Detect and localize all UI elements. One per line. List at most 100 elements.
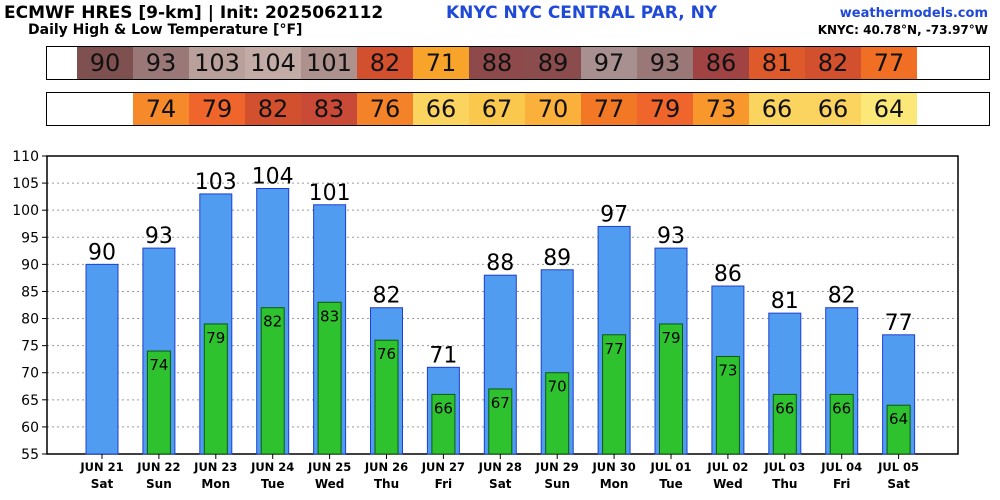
low-strip-cell: 66 [413,93,469,125]
high-value-label: 71 [429,343,457,368]
high-strip-cell: 81 [749,47,805,79]
x-tick-label: JUN 25 [307,460,351,474]
y-tick-label: 70 [21,366,39,382]
high-strip-cell: 93 [133,47,189,79]
high-value-label: 89 [543,246,571,271]
x-tick-label: JUN 30 [591,460,635,474]
y-tick-label: 65 [21,393,39,409]
high-temp-strip: 90 93 103 104 101 82 71 88 89 97 93 86 81 82 77 [46,46,990,80]
low-value-label: 73 [718,361,737,379]
high-strip-cell: 104 [245,47,301,79]
low-value-label: 74 [149,356,168,374]
high-strip-cell: 97 [581,47,637,79]
x-tick-label: JUN 27 [421,460,465,474]
low-value-label: 66 [832,399,851,417]
high-strip-cell: 82 [357,47,413,79]
low-strip-cell: 64 [861,93,917,125]
y-tick-label: 95 [21,230,39,246]
station-coords: KNYC: 40.78°N, -73.97°W [817,23,988,37]
station-name: KNYC NYC CENTRAL PAR, NY [446,3,718,23]
x-tick-label: JUL 04 [820,460,862,474]
high-value-label: 88 [486,251,514,276]
high-strip-pad [917,47,977,79]
chart-subtitle: Daily High & Low Temperature [°F] [28,22,303,38]
low-strip-cell: 79 [637,93,693,125]
low-strip-cell: 73 [693,93,749,125]
high-value-label: 93 [145,224,173,249]
high-strip-cell: 82 [805,47,861,79]
low-strip-cell: 70 [525,93,581,125]
low-strip-pad [917,93,977,125]
high-strip-cell: 77 [861,47,917,79]
weekday-label: Sat [887,477,910,491]
high-value-label: 101 [309,181,351,206]
weekday-label: Wed [315,477,345,491]
weekday-label: Tue [261,477,285,491]
low-value-label: 79 [206,329,225,347]
low-strip-cell: 67 [469,93,525,125]
chart-title: ECMWF HRES [9-km] | Init: 2025062112 [4,3,384,23]
weekday-label: Mon [600,477,629,491]
x-tick-label: JUN 28 [478,460,522,474]
weekday-label: Sat [489,477,512,491]
low-value-label: 70 [548,378,567,396]
high-value-label: 86 [714,262,742,287]
low-strip-pad [47,93,77,125]
low-strip-cell: 76 [357,93,413,125]
x-tick-label: JUL 03 [763,460,805,474]
high-value-label: 77 [885,311,913,336]
high-value-label: 103 [195,170,237,195]
y-tick-label: 60 [21,420,39,436]
y-tick-label: 105 [12,176,39,192]
high-value-label: 90 [88,240,116,265]
y-tick-label: 75 [21,339,39,355]
low-value-label: 77 [605,340,624,358]
weekday-label: Tue [659,477,683,491]
high-strip-cell: 101 [301,47,357,79]
low-strip-cell: 83 [301,93,357,125]
y-tick-label: 55 [21,447,39,463]
site-link[interactable]: weathermodels.com [839,6,988,21]
low-value-label: 64 [889,410,908,428]
high-strip-cell: 103 [189,47,245,79]
y-tick-label: 110 [12,149,39,165]
high-value-label: 81 [771,289,799,314]
low-strip-cell: 66 [805,93,861,125]
high-strip-cell: 88 [469,47,525,79]
y-tick-label: 80 [21,312,39,328]
low-value-label: 82 [263,313,282,331]
weekday-label: Sun [146,477,172,491]
weekday-label: Fri [435,477,452,491]
low-strip-cell [77,93,133,125]
low-value-label: 66 [434,399,453,417]
x-tick-label: JUL 02 [706,460,748,474]
x-tick-label: JUN 23 [193,460,237,474]
high-strip-pad [47,47,77,79]
x-tick-label: JUN 26 [364,460,408,474]
weekday-label: Thu [772,477,797,491]
x-tick-label: JUN 21 [79,460,123,474]
temperature-bar-chart: 55 60 65 70 75 80 85 90 95 100 105 110 90 JUN 21 Sat 93… [12,149,959,491]
weekday-label: Sun [544,477,570,491]
weekday-label: Sat [91,477,114,491]
y-tick-label: 100 [12,203,39,219]
high-value-label: 104 [252,165,294,190]
high-value-label: 82 [373,284,401,309]
low-strip-cell: 66 [749,93,805,125]
x-tick-label: JUN 29 [535,460,579,474]
low-value-label: 76 [377,345,396,363]
x-tick-label: JUN 24 [250,460,294,474]
high-strip-cell: 89 [525,47,581,79]
low-value-label: 66 [775,399,794,417]
high-bar [85,263,119,455]
high-value-label: 93 [657,224,685,249]
high-strip-cell: 90 [77,47,133,79]
weekday-label: Thu [374,477,399,491]
weekday-label: Fri [833,477,850,491]
low-strip-cell: 79 [189,93,245,125]
low-value-label: 79 [661,329,680,347]
weekday-label: Mon [201,477,230,491]
y-tick-label: 85 [21,284,39,300]
low-strip-cell: 74 [133,93,189,125]
x-tick-label: JUL 01 [650,460,692,474]
